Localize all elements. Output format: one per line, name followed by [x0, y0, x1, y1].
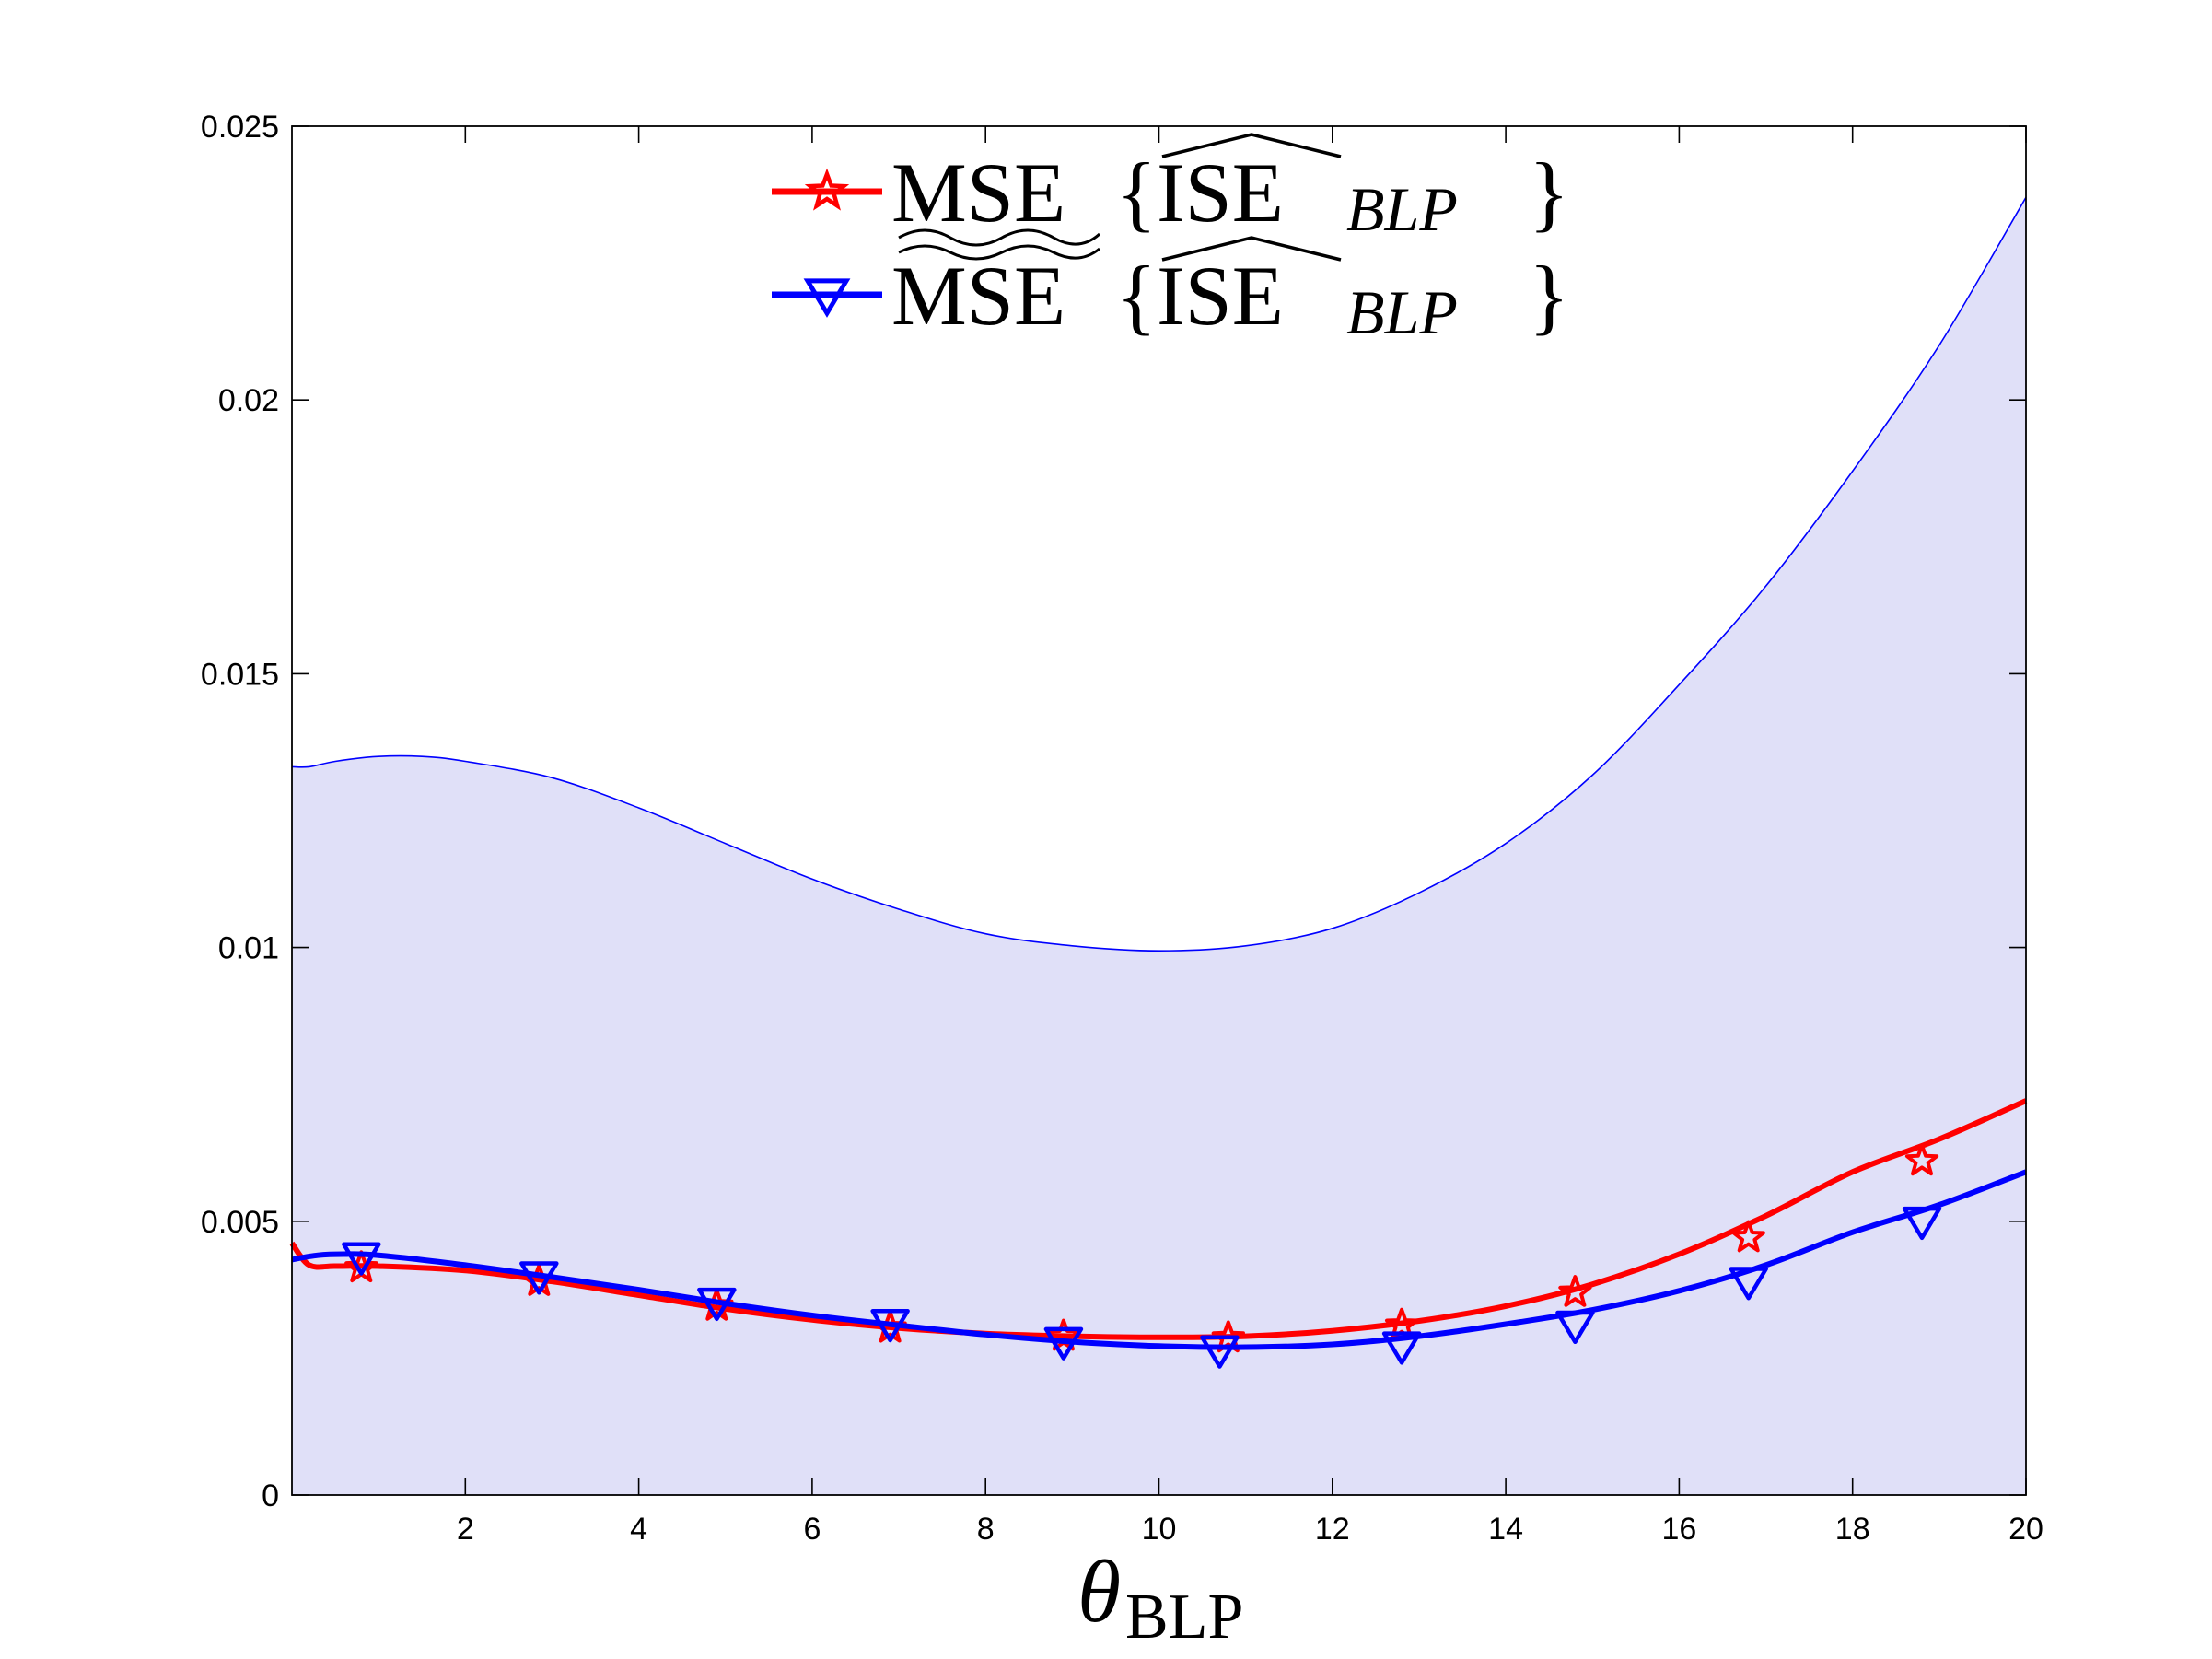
series-1-star-marker — [1211, 1320, 1245, 1353]
legend-brace-close: } — [1529, 249, 1569, 343]
y-tick-label: 0.02 — [218, 383, 279, 418]
series-2-triangle-marker — [519, 1261, 559, 1295]
y-tick-label: 0 — [262, 1478, 279, 1513]
legend-star-marker — [804, 168, 850, 211]
x-tick-label: 20 — [2008, 1512, 2043, 1547]
legend-brace-open: { — [1116, 146, 1157, 240]
legend-brace-open: { — [1116, 249, 1157, 343]
legend-subscript: BLP — [1346, 174, 1458, 244]
x-axis-label-symbol: θ — [1077, 1542, 1121, 1641]
x-tick-label: 10 — [1142, 1512, 1177, 1547]
series-2-line — [291, 1169, 2028, 1350]
series-2-triangle-marker — [1729, 1267, 1768, 1301]
series-2-triangle-marker — [342, 1242, 381, 1276]
confidence-band-area — [292, 197, 2026, 1495]
legend-entry-1: MSE {ISE BLP} — [772, 133, 1569, 247]
legend-label-ise: ISE — [1157, 249, 1284, 343]
legend-hat — [1161, 236, 1342, 262]
x-tick-label: 14 — [1488, 1512, 1523, 1547]
legend: MSE {ISE BLP} MSE {ISE BLP} — [772, 133, 1569, 347]
series-1-star-marker — [1904, 1143, 1939, 1176]
plot-area — [289, 196, 2028, 1495]
legend-label-mse: MSE — [891, 146, 1065, 240]
legend-triangle-marker — [803, 278, 851, 318]
y-tick-label: 0.005 — [201, 1205, 279, 1240]
x-tick-label: 12 — [1315, 1512, 1350, 1547]
series-2-triangle-marker — [1200, 1335, 1240, 1369]
series-2-triangle-marker — [1902, 1206, 1942, 1241]
legend-label-mse: MSE — [891, 249, 1065, 343]
legend-subscript: BLP — [1346, 277, 1458, 347]
legend-hat — [1161, 133, 1342, 158]
series-1-line — [289, 1098, 2028, 1340]
x-tick-label: 4 — [630, 1512, 647, 1547]
legend-entry-2: MSE {ISE BLP} — [772, 236, 1569, 347]
series-1-star-marker — [1558, 1275, 1592, 1307]
series-2-triangle-marker — [1381, 1331, 1422, 1365]
y-tick-label: 0.01 — [218, 931, 279, 966]
confidence-band-upper-line — [291, 196, 2027, 952]
series-2-triangle-marker — [1043, 1326, 1084, 1361]
legend-tilde-under — [898, 228, 1101, 247]
x-axis-label-subscript: BLP — [1125, 1582, 1243, 1653]
legend-label-ise: ISE — [1157, 146, 1284, 240]
x-tick-label: 16 — [1661, 1512, 1696, 1547]
y-tick-label: 0.025 — [201, 110, 279, 145]
series-1-star-marker — [1731, 1220, 1765, 1253]
axes: 2 4 6 8 10 12 14 16 18 20 0 0.005 0.01 0.015 0.02 0.025 — [201, 110, 2043, 1547]
series-2-triangle-marker — [697, 1287, 737, 1322]
x-axis-label: θ BLP — [1077, 1542, 1243, 1653]
legend-brace-close: } — [1529, 146, 1569, 240]
x-tick-label: 6 — [803, 1512, 821, 1547]
x-tick-label: 2 — [457, 1512, 474, 1547]
series-2-triangle-marker — [1555, 1310, 1595, 1345]
x-tick-label: 8 — [977, 1512, 995, 1547]
x-tick-label: 18 — [1835, 1512, 1870, 1547]
series-2-triangle-marker — [870, 1309, 910, 1343]
y-tick-label: 0.015 — [201, 657, 279, 692]
legend-tilde-over — [898, 244, 1100, 261]
